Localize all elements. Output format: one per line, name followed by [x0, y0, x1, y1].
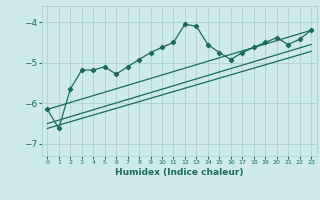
X-axis label: Humidex (Indice chaleur): Humidex (Indice chaleur): [115, 168, 244, 177]
